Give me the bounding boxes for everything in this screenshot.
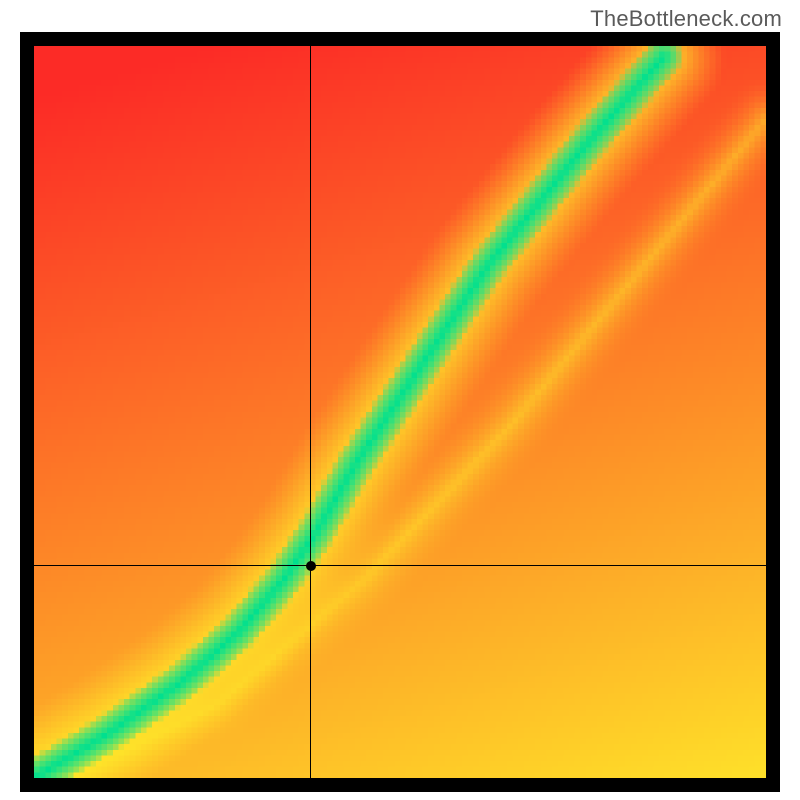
heatmap-canvas [34, 46, 766, 778]
watermark-text: TheBottleneck.com [590, 6, 782, 32]
plot-area [20, 32, 780, 792]
